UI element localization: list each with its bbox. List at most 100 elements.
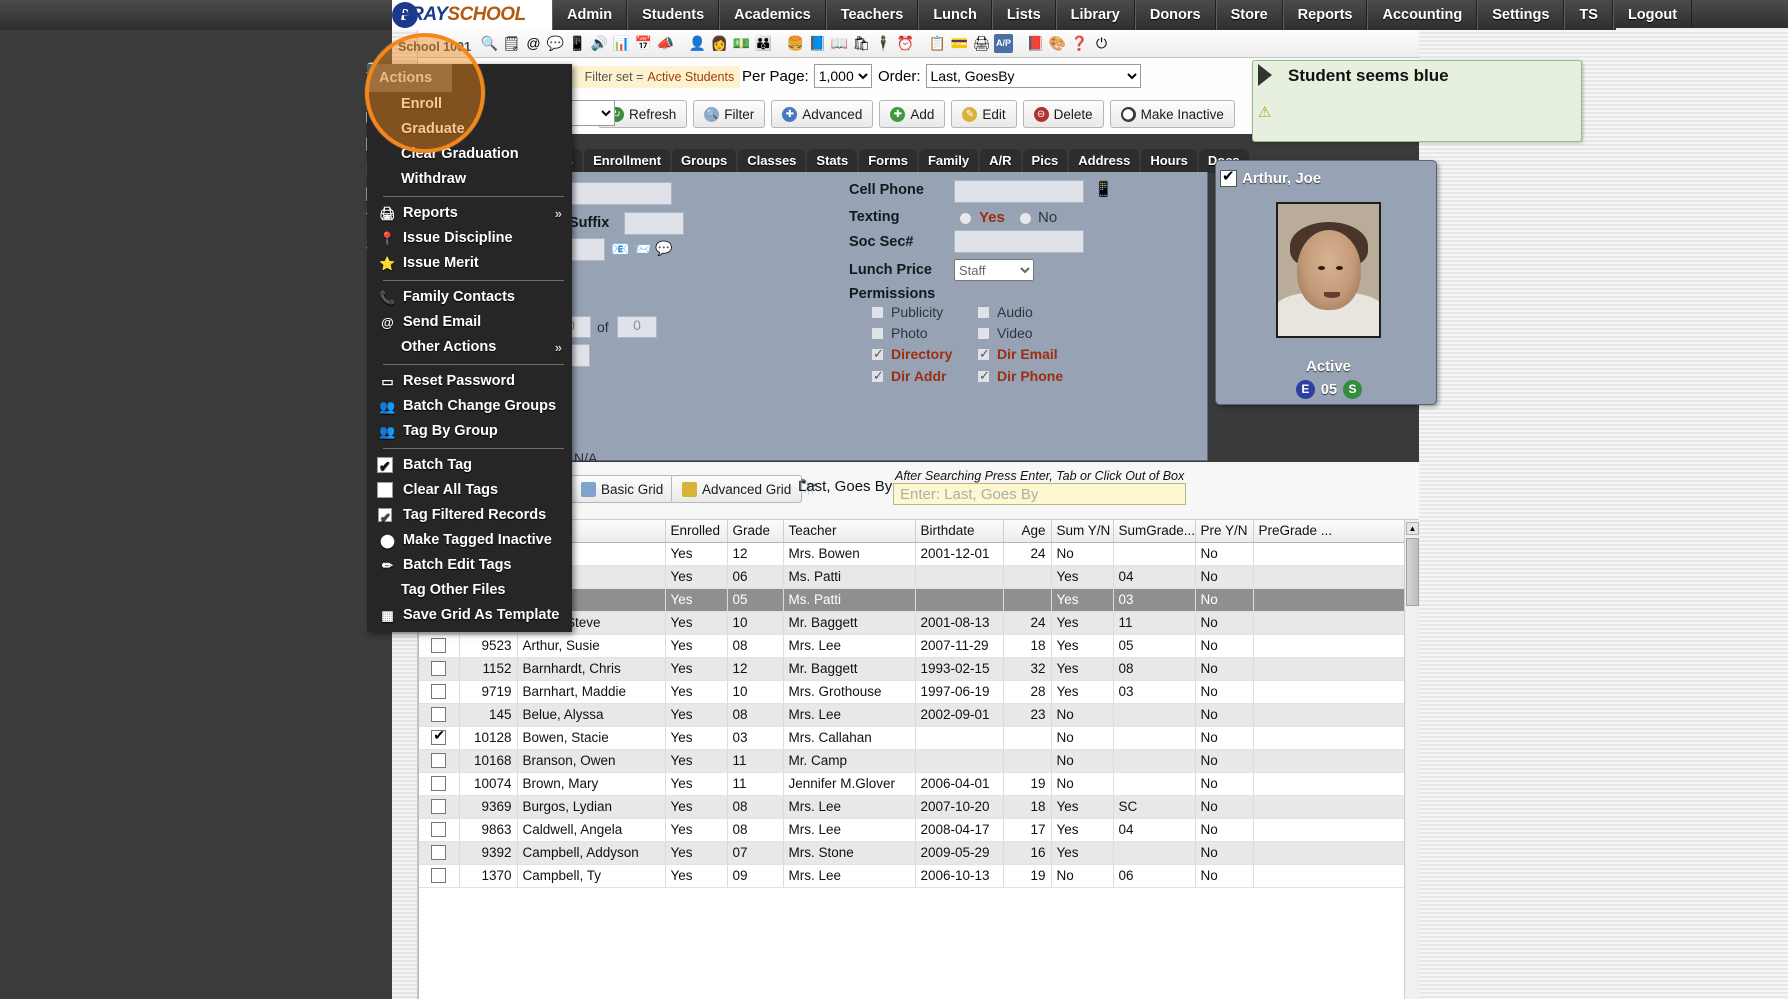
table-row[interactable]: 1152 Barnhardt, Chris Yes 12 Mr. Baggett 1993… xyxy=(419,657,1418,681)
email-at-icon[interactable]: @ xyxy=(526,35,541,51)
calendar-grid-icon[interactable]: 📊 xyxy=(612,35,631,51)
row-checkbox[interactable] xyxy=(431,684,447,700)
help-icon[interactable]: ❓ xyxy=(1070,35,1089,51)
permission-photo-checkbox[interactable] xyxy=(871,327,884,340)
menu-item-graduate[interactable]: Graduate xyxy=(367,117,572,142)
menu-item-batch-tag[interactable]: Batch Tag xyxy=(367,453,572,479)
add-button[interactable]: ✚ Add xyxy=(879,100,946,128)
clock-icon[interactable]: ⏰ xyxy=(896,35,915,51)
nav-item-lists[interactable]: Lists xyxy=(991,0,1056,30)
menu-item-family-contacts[interactable]: 📞 Family Contacts xyxy=(367,285,572,310)
column-header-sum-y-n[interactable]: Sum Y/N xyxy=(1051,520,1114,543)
table-row[interactable]: 9369 Burgos, Lydian Yes 08 Mrs. Lee 2007-10-2… xyxy=(419,795,1418,819)
row-tag-cell[interactable] xyxy=(419,749,460,773)
menu-item-make-tagged-inactive[interactable]: ⬤ Make Tagged Inactive xyxy=(367,528,572,553)
table-row[interactable]: 10074 Brown, Mary Yes 11 Jennifer M.Glover 20… xyxy=(419,772,1418,796)
staff-icon[interactable]: 🕴 xyxy=(874,35,893,51)
lunch-tray-icon[interactable]: 🍔 xyxy=(786,35,805,51)
row-checkbox[interactable] xyxy=(431,776,447,792)
table-row[interactable]: Yes 12 Mrs. Bowen 2001-12-01 24 No No xyxy=(419,542,1418,566)
column-header-sumgrade---[interactable]: SumGrade... xyxy=(1113,520,1196,543)
menu-item-issue-merit[interactable]: ⭐ Issue Merit xyxy=(367,251,572,276)
tab-stats[interactable]: Stats xyxy=(807,149,858,173)
permission-directory-checkbox[interactable] xyxy=(871,346,884,362)
goes-by-field[interactable] xyxy=(564,182,672,205)
table-row[interactable]: 145 Belue, Alyssa Yes 08 Mrs. Lee 2002-09-01 2… xyxy=(419,703,1418,727)
column-header-pregrade----[interactable]: PreGrade ... xyxy=(1253,520,1418,543)
student-card-checkbox[interactable] xyxy=(1220,167,1237,187)
table-row[interactable]: Yes 05 Ms. Patti Yes 03 No xyxy=(419,588,1418,612)
column-header-grade[interactable]: Grade xyxy=(727,520,784,543)
email-send-icon[interactable]: 📨 xyxy=(633,241,652,258)
row-checkbox[interactable] xyxy=(431,845,447,861)
nav-item-ts[interactable]: TS xyxy=(1564,0,1613,30)
row-checkbox[interactable] xyxy=(431,822,447,838)
nav-item-reports[interactable]: Reports xyxy=(1282,0,1368,30)
mobile-phone-icon[interactable]: 📱 xyxy=(568,35,587,51)
speaker-icon[interactable]: 🔊 xyxy=(590,35,609,51)
tab-classes[interactable]: Classes xyxy=(738,149,806,173)
nav-item-library[interactable]: Library xyxy=(1055,0,1135,30)
per-page-select[interactable]: 1,000 xyxy=(813,64,872,88)
menu-item-withdraw[interactable]: Withdraw xyxy=(367,167,572,192)
filter-button[interactable]: 🔍 Filter xyxy=(693,100,766,128)
row-checkbox[interactable] xyxy=(431,799,447,815)
menu-item-tag-by-group[interactable]: 👥 Tag By Group xyxy=(367,419,572,444)
grid-view-icon[interactable]: 🗒 xyxy=(502,35,521,51)
row-checkbox[interactable] xyxy=(431,727,447,746)
pdf-icon[interactable]: 📕 xyxy=(1026,35,1045,51)
email-open-icon[interactable]: 📧 xyxy=(611,241,630,258)
texting-no-radio[interactable] xyxy=(1019,212,1032,225)
nav-item-academics[interactable]: Academics xyxy=(719,0,826,30)
advanced-button[interactable]: ✚ Advanced xyxy=(771,100,874,128)
chat-bubble-icon[interactable]: 💬 xyxy=(546,35,565,51)
power-icon[interactable]: ⏻ xyxy=(1095,35,1108,51)
permission-publicity-checkbox[interactable] xyxy=(871,306,884,319)
row-tag-cell[interactable] xyxy=(419,680,460,704)
grid-search-input[interactable]: Enter: Last, Goes By xyxy=(893,483,1186,505)
search-icon[interactable]: 🔍 xyxy=(480,35,499,51)
order-select[interactable]: Last, GoesBy xyxy=(925,64,1141,88)
permission-dir-addr-checkbox[interactable] xyxy=(871,368,884,384)
row-tag-cell[interactable] xyxy=(419,772,460,796)
menu-item-save-grid-as-template[interactable]: ▦ Save Grid As Template xyxy=(367,603,572,628)
row-checkbox[interactable] xyxy=(431,638,447,654)
row-tag-cell[interactable] xyxy=(419,864,460,888)
soc-sec-field[interactable] xyxy=(954,230,1084,253)
menu-item-reports[interactable]: 🖨 Reports » xyxy=(367,201,572,226)
megaphone-icon[interactable]: 📣 xyxy=(656,35,675,51)
grid-vertical-scrollbar[interactable]: ▲ xyxy=(1404,520,1419,999)
library-icon[interactable]: 📖 xyxy=(830,35,849,51)
permission-dir-phone-checkbox[interactable] xyxy=(977,368,990,384)
nav-item-logout[interactable]: Logout xyxy=(1612,0,1693,30)
column-header-pre-y-n[interactable]: Pre Y/N xyxy=(1195,520,1254,543)
nav-item-store[interactable]: Store xyxy=(1215,0,1283,30)
menu-item-clear-graduation[interactable]: Clear Graduation xyxy=(367,142,572,167)
permission-video-checkbox[interactable] xyxy=(977,327,990,340)
email-add-icon[interactable]: 💬 xyxy=(655,240,673,256)
menu-item-clear-all-tags[interactable]: Clear All Tags xyxy=(367,478,572,503)
spreadsheet-icon[interactable]: 📋 xyxy=(928,35,947,51)
suffix-field[interactable] xyxy=(624,212,684,235)
alert-notification-box[interactable] xyxy=(1252,60,1582,142)
tab-forms[interactable]: Forms xyxy=(859,149,917,173)
row-checkbox[interactable] xyxy=(431,868,447,884)
nav-item-lunch[interactable]: Lunch xyxy=(918,0,992,30)
nav-item-students[interactable]: Students xyxy=(627,0,720,30)
row-tag-cell[interactable] xyxy=(419,634,460,658)
menu-item-other-actions[interactable]: Other Actions » xyxy=(367,335,572,360)
column-header-enrolled[interactable]: Enrolled xyxy=(665,520,728,543)
cell-phone-field[interactable] xyxy=(954,180,1084,203)
card-icon[interactable]: 💳 xyxy=(950,35,969,51)
lunch-price-select[interactable]: Staff xyxy=(954,259,1034,281)
menu-item-enroll[interactable]: Enroll xyxy=(367,92,572,117)
permission-dir-email-checkbox[interactable] xyxy=(977,346,990,362)
table-row[interactable]: 9392 Campbell, Addyson Yes 07 Mrs. Stone 2009… xyxy=(419,841,1418,865)
menu-item-tag-other-files[interactable]: Tag Other Files xyxy=(367,578,572,603)
store-icon[interactable]: 🛍 xyxy=(852,35,871,51)
nav-item-teachers[interactable]: Teachers xyxy=(825,0,919,30)
tab-groups[interactable]: Groups xyxy=(672,149,737,173)
tab-pics[interactable]: Pics xyxy=(1022,149,1068,173)
nav-item-accounting[interactable]: Accounting xyxy=(1367,0,1478,30)
advanced-grid-button[interactable]: Advanced Grid xyxy=(671,475,803,503)
